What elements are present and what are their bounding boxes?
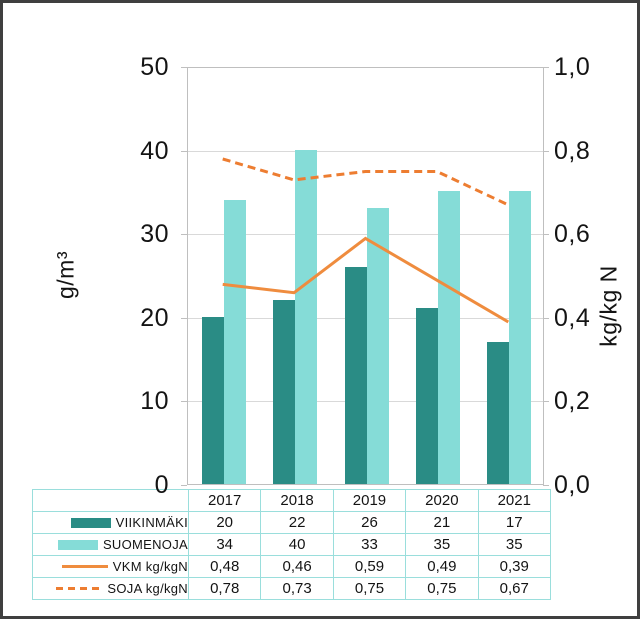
legend-cell: SUOMENOJA (32, 533, 189, 556)
right-axis-tick-label: 0,8 (554, 136, 591, 165)
data-table-legend: 2017 2018 2019 2020 2021 VIIKINMÄKI 20 22 26 21 17… (32, 489, 551, 600)
legend-entry: VKM kg/kgN (33, 559, 188, 574)
legend-dashed-line-marker (56, 587, 103, 590)
legend-entry: SUOMENOJA (33, 537, 188, 552)
right-axis-tick-label: 0,0 (554, 471, 591, 499)
year-cell: 2020 (405, 489, 479, 512)
legend-label: VKM kg/kgN (112, 559, 188, 574)
right-axis-tick-mark (543, 150, 549, 152)
left-axis-tick-mark (181, 485, 187, 486)
left-axis-tick-label: 20 (140, 303, 169, 332)
value-cell: 0,39 (477, 555, 551, 578)
right-axis-tick-mark (543, 485, 549, 486)
legend-cell: VIIKINMÄKI (32, 511, 189, 534)
value-cell: 0,75 (332, 577, 407, 600)
left-axis-tick-mark (181, 317, 187, 319)
value-cell: 21 (405, 511, 479, 534)
left-axis-title: g/m³ (52, 251, 79, 299)
gridline (188, 150, 543, 152)
left-axis-tick-mark (181, 67, 187, 68)
value-cell: 26 (332, 511, 407, 534)
value-cell: 17 (477, 511, 551, 534)
value-cell: 33 (332, 533, 407, 556)
left-axis-tick-mark (181, 401, 187, 403)
right-axis-tick-label: 0,6 (554, 220, 591, 249)
year-cell: 2018 (260, 489, 334, 512)
year-cell: 2021 (477, 489, 551, 512)
left-axis-tick-mark (181, 150, 187, 152)
right-axis-tick-mark (543, 67, 549, 68)
value-cell: 0,49 (405, 555, 479, 578)
bar-suomenoja (295, 150, 317, 484)
value-cell: 35 (477, 533, 551, 556)
value-cell: 22 (260, 511, 334, 534)
left-axis-tick-mark (181, 234, 187, 236)
legend-entry: VIIKINMÄKI (33, 515, 188, 530)
left-axis-tick-label: 50 (140, 53, 169, 81)
left-axis-tick-label: 0 (154, 471, 169, 499)
value-cell: 0,59 (332, 555, 407, 578)
right-axis-tick-label: 0,2 (554, 387, 591, 416)
table-header-row: 2017 2018 2019 2020 2021 (32, 489, 551, 512)
right-axis-tick-label: 1,0 (554, 53, 591, 81)
right-axis-tick-label: 0,4 (554, 303, 591, 332)
year-cell: 2019 (332, 489, 407, 512)
value-cell: 0,78 (187, 577, 262, 600)
legend-solid-line-marker (61, 565, 108, 568)
value-cell: 40 (260, 533, 334, 556)
legend-label: SOJA kg/kgN (107, 581, 188, 596)
right-axis-title: kg/kg N (595, 265, 622, 347)
bar-suomenoja (438, 191, 460, 484)
gridline (188, 234, 543, 236)
left-axis-tick-label: 10 (140, 387, 169, 416)
value-cell: 0,73 (260, 577, 334, 600)
bar-suomenoja (367, 208, 389, 484)
table-row: VIIKINMÄKI 20 22 26 21 17 (32, 511, 551, 534)
legend-label: VIIKINMÄKI (115, 515, 188, 530)
value-cell: 35 (405, 533, 479, 556)
plot-area (187, 67, 544, 485)
legend-label: SUOMENOJA (102, 537, 188, 552)
year-cell: 2017 (187, 489, 262, 512)
table-row: SOJA kg/kgN 0,78 0,73 0,75 0,75 0,67 (32, 577, 551, 600)
value-cell: 0,75 (405, 577, 479, 600)
value-cell: 20 (187, 511, 262, 534)
bar-suomenoja (224, 200, 246, 484)
legend-cell: SOJA kg/kgN (32, 577, 189, 600)
value-cell: 0,48 (187, 555, 262, 578)
bar-viikinmäki (273, 300, 295, 484)
legend-swatch-viikinmäki (70, 517, 111, 528)
left-axis-tick-label: 40 (140, 136, 169, 165)
bar-viikinmäki (345, 267, 367, 484)
value-cell: 34 (187, 533, 262, 556)
right-axis-tick-mark (543, 317, 549, 319)
bar-suomenoja (509, 191, 531, 484)
bar-viikinmäki (202, 317, 224, 484)
table-row: VKM kg/kgN 0,48 0,46 0,59 0,49 0,39 (32, 555, 551, 578)
legend-cell: VKM kg/kgN (32, 555, 189, 578)
legend-swatch-suomenoja (57, 539, 98, 550)
right-axis-tick-mark (543, 401, 549, 403)
value-cell: 0,67 (477, 577, 551, 600)
bar-viikinmäki (487, 342, 509, 484)
bar-viikinmäki (416, 308, 438, 484)
legend-entry: SOJA kg/kgN (33, 581, 188, 596)
value-cell: 0,46 (260, 555, 334, 578)
right-axis-tick-mark (543, 234, 549, 236)
table-row: SUOMENOJA 34 40 33 35 35 (32, 533, 551, 556)
left-axis-tick-label: 30 (140, 220, 169, 249)
